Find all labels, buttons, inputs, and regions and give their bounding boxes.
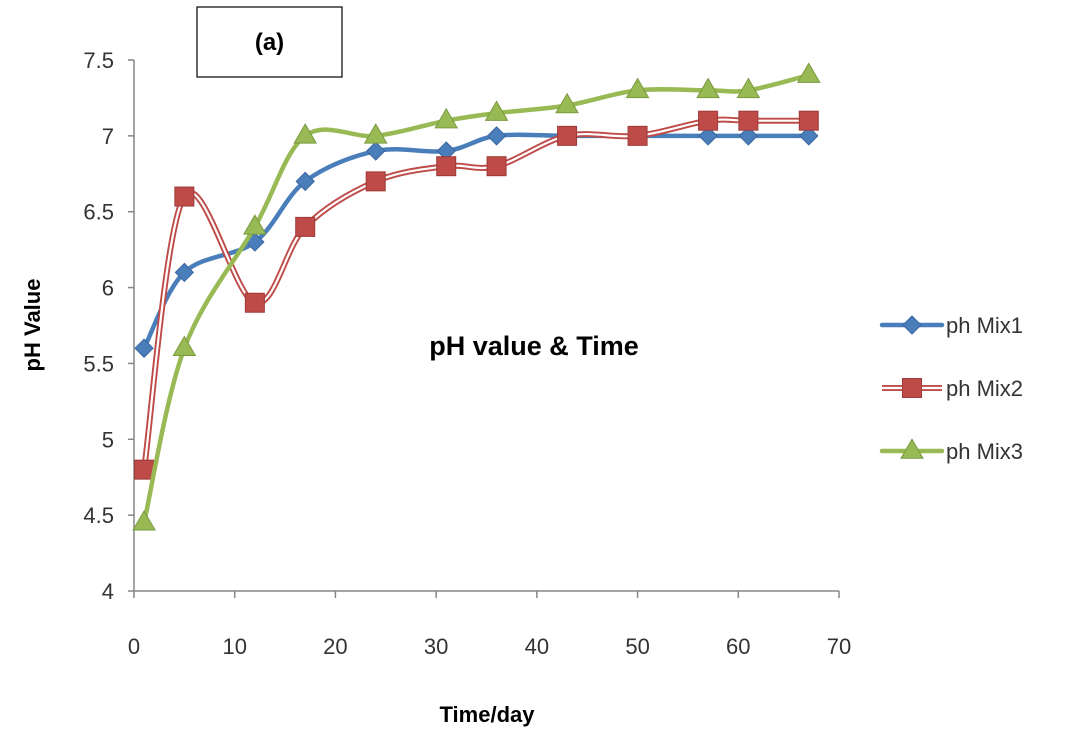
series-ph-mix2-point: [436, 156, 457, 177]
series-ph-mix2: [134, 110, 819, 480]
chart-annotation: pH value & Time: [429, 331, 639, 361]
legend-ph-mix2-point: [902, 378, 922, 398]
series-ph-mix3-point: [736, 77, 761, 99]
series-ph-mix2-point: [244, 292, 265, 313]
x-tick-label: 20: [323, 634, 347, 659]
legend-ph-mix1-point: [902, 315, 922, 335]
series-ph-mix3-point: [434, 107, 459, 129]
x-tick-label: 40: [525, 634, 549, 659]
legend-ph-mix2-label: ph Mix2: [946, 376, 1023, 401]
series-ph-mix3-point: [293, 123, 318, 144]
series-ph-mix1-point: [486, 126, 507, 146]
x-axis-title: Time/day: [440, 702, 536, 727]
axes: [133, 60, 839, 592]
x-tick-label: 10: [222, 634, 246, 659]
y-tick-label: 7: [102, 124, 114, 149]
series-ph-mix1-point: [295, 171, 315, 192]
series-ph-mix3: [132, 62, 821, 531]
x-tick-label: 0: [128, 634, 140, 659]
series-ph-mix3-point: [484, 100, 509, 121]
series-ph-mix1-point: [738, 126, 759, 146]
series-ph-mix3-point: [172, 335, 197, 356]
legend: ph Mix1 ph Mix2 ph Mix3: [879, 313, 1023, 464]
series-ph-mix2-point: [295, 216, 316, 237]
series-ph-mix1-point: [698, 126, 718, 146]
x-tick-label: 70: [827, 634, 851, 659]
series-ph-mix2-point: [698, 110, 719, 131]
y-tick-label: 5.5: [83, 351, 114, 376]
legend-ph-mix3-point: [900, 438, 924, 459]
series-ph-mix2-point: [486, 156, 507, 177]
x-tick-label: 60: [726, 634, 750, 659]
series-ph-mix1-point: [366, 141, 386, 161]
legend-ph-mix3: ph Mix3: [879, 438, 1023, 464]
x-tick-label: 50: [625, 634, 649, 659]
series-ph-mix2-point: [174, 186, 195, 207]
series-ph-mix2-point: [134, 459, 155, 480]
y-tick-label: 6.5: [83, 200, 114, 225]
legend-ph-mix1-label: ph Mix1: [946, 313, 1023, 338]
panel-label-box: (a): [196, 6, 343, 78]
series-ph-mix1-point: [799, 126, 819, 146]
y-tick-label: 4.5: [83, 503, 114, 528]
y-axis-title: pH Value: [20, 279, 45, 372]
x-ticks: 0 10 20 30 40 50 60 70: [128, 591, 851, 659]
y-tick-label: 7.5: [83, 48, 114, 73]
panel-label: (a): [255, 29, 284, 56]
series-ph-mix3-point: [796, 62, 821, 83]
series-ph-mix2-point: [627, 125, 648, 146]
y-tick-label: 4: [102, 579, 114, 604]
legend-ph-mix2: ph Mix2: [882, 376, 1023, 401]
x-tick-label: 30: [424, 634, 448, 659]
series-ph-mix3-point: [696, 77, 720, 99]
series-ph-mix3-point: [555, 92, 579, 114]
y-tick-label: 5: [102, 427, 114, 452]
series-ph-mix1-point: [174, 262, 195, 283]
series-ph-mix3-point: [363, 123, 388, 144]
y-ticks: 4 4.5 5 5.5 6 6.5 7 7.5: [83, 48, 134, 604]
series-ph-mix2-point: [365, 171, 386, 192]
series-ph-mix2-point: [798, 110, 819, 131]
legend-ph-mix3-label: ph Mix3: [946, 439, 1023, 464]
series-ph-mix2-point: [557, 125, 578, 146]
series-ph-mix2-point: [738, 110, 759, 131]
series-ph-mix3-point: [132, 509, 156, 531]
series-layer: [132, 62, 821, 531]
series-ph-mix1-point: [134, 338, 154, 358]
series-ph-mix3-point: [625, 77, 650, 99]
y-tick-label: 6: [102, 276, 114, 301]
series-ph-mix3-point: [242, 214, 267, 235]
legend-ph-mix1: ph Mix1: [879, 313, 1023, 338]
